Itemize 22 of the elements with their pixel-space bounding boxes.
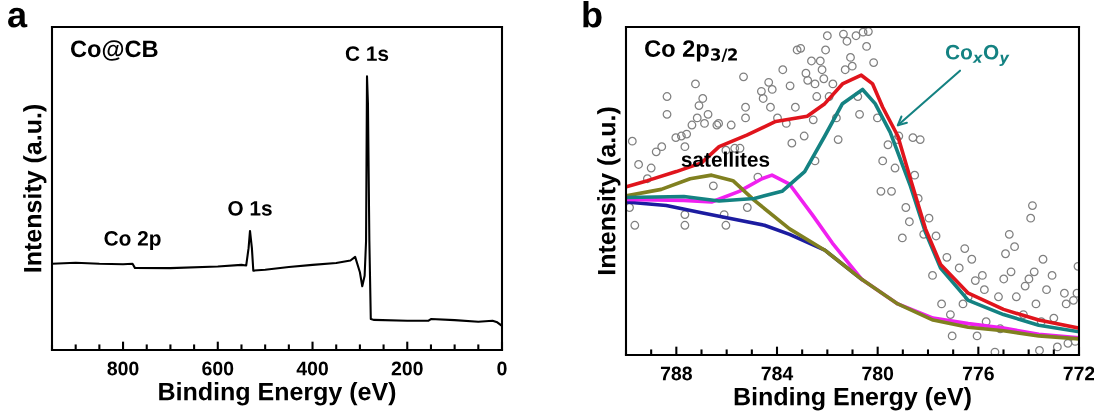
x-tick-label: 200 bbox=[391, 361, 423, 376]
annotation: Co$_{x}$O$_{y}$ bbox=[945, 44, 1010, 66]
annotation: Co 2p bbox=[104, 231, 161, 250]
annotation: C 1s bbox=[345, 46, 389, 62]
text: a bbox=[8, 7, 28, 28]
x-axis-title: Binding Energy (eV) bbox=[734, 387, 971, 411]
x-tick-label: 800 bbox=[107, 361, 139, 376]
x-tick-label: 400 bbox=[296, 361, 328, 376]
x-tick-label: 600 bbox=[202, 361, 234, 376]
x-tick-label: 788 bbox=[660, 366, 692, 381]
x-tick-label: 780 bbox=[862, 366, 894, 381]
y-axis-title: Intensity (a.u.) bbox=[23, 105, 47, 272]
text: b bbox=[583, 1, 602, 28]
annotation: Co 2p$_{3/2}$ bbox=[645, 40, 737, 63]
x-tick-label: 0 bbox=[497, 361, 507, 376]
annotation: O 1s bbox=[228, 200, 272, 216]
x-tick-label: 772 bbox=[1063, 366, 1094, 381]
x-tick-label: 784 bbox=[761, 366, 794, 381]
y-axis-title: Intensity (a.u.) bbox=[597, 107, 621, 275]
text: Co@CB bbox=[70, 40, 158, 61]
x-tick-label: 776 bbox=[962, 366, 994, 381]
x-axis-title: Binding Energy (eV) bbox=[159, 382, 396, 406]
